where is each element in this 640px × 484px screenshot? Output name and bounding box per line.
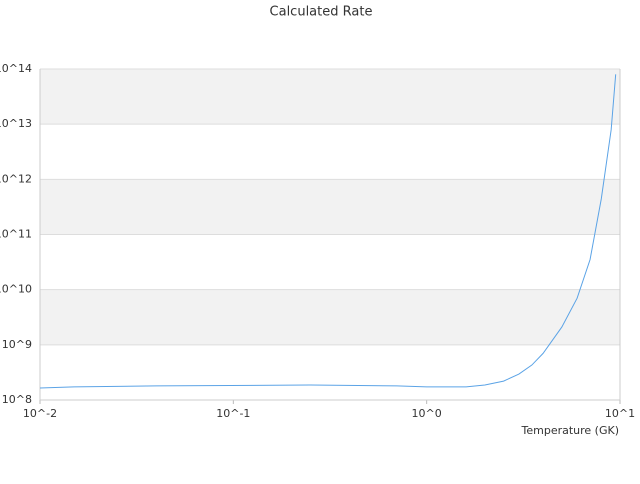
x-axis-label: Temperature (GK) (521, 424, 620, 437)
y-tick-label: 10^9 (2, 338, 32, 351)
x-tick-label: 10^-1 (216, 407, 250, 420)
data-line (39, 74, 617, 389)
grid-band (40, 289, 620, 345)
y-tick-label: 10^12 (0, 172, 32, 185)
x-tick-label: 10^0 (412, 407, 442, 420)
x-tick-label: 10^-2 (23, 407, 57, 420)
y-tick-label: 10^13 (0, 117, 32, 130)
grid-band (40, 69, 620, 125)
y-tick-label: 10^8 (2, 393, 32, 406)
x-tick-label: 10^1 (605, 407, 635, 420)
y-tick-label: 10^11 (0, 228, 32, 241)
y-tick-label: 10^14 (0, 62, 32, 75)
grid-band (40, 179, 620, 235)
y-tick-label: 10^10 (0, 283, 32, 296)
chart-title: Calculated Rate (270, 5, 373, 20)
